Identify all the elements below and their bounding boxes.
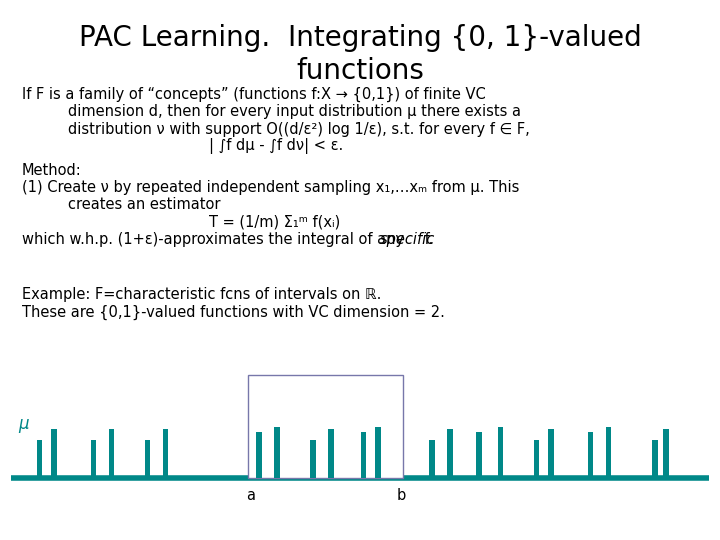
Text: μ: μ xyxy=(18,415,29,433)
Bar xyxy=(548,429,554,478)
Text: Method:: Method: xyxy=(22,163,81,178)
Text: These are {0,1}-valued functions with VC dimension = 2.: These are {0,1}-valued functions with VC… xyxy=(22,305,444,320)
Text: a: a xyxy=(246,488,255,503)
Bar xyxy=(588,432,593,478)
Text: functions: functions xyxy=(296,57,424,85)
Bar xyxy=(274,427,280,478)
Bar xyxy=(163,429,168,478)
Bar xyxy=(476,432,482,478)
Bar xyxy=(663,429,669,478)
Bar xyxy=(534,440,539,478)
Bar xyxy=(256,432,262,478)
Bar xyxy=(375,427,381,478)
Text: If F is a family of “concepts” (functions f:X → {0,1}) of finite VC: If F is a family of “concepts” (function… xyxy=(22,87,485,102)
Bar xyxy=(498,427,503,478)
Text: distribution ν with support O((d/ε²) log 1/ε), s.t. for every f ∈ F,: distribution ν with support O((d/ε²) log… xyxy=(68,122,530,137)
Bar xyxy=(248,375,403,478)
Text: | ∫f dμ - ∫f dν| < ε.: | ∫f dμ - ∫f dν| < ε. xyxy=(209,138,343,154)
Bar xyxy=(145,440,150,478)
Bar xyxy=(328,429,334,478)
Bar xyxy=(361,432,366,478)
Text: dimension d, then for every input distribution μ there exists a: dimension d, then for every input distri… xyxy=(68,104,521,119)
Bar xyxy=(37,440,42,478)
Bar xyxy=(109,429,114,478)
Bar xyxy=(606,427,611,478)
Text: b: b xyxy=(397,488,405,503)
Bar xyxy=(51,429,57,478)
Text: PAC Learning.  Integrating {0, 1}-valued: PAC Learning. Integrating {0, 1}-valued xyxy=(78,24,642,52)
Text: (1) Create ν by repeated independent sampling x₁,…xₘ from μ. This: (1) Create ν by repeated independent sam… xyxy=(22,180,519,195)
Text: creates an estimator: creates an estimator xyxy=(68,197,221,212)
Text: f.: f. xyxy=(420,232,433,247)
Text: specific: specific xyxy=(379,232,435,247)
Bar xyxy=(91,440,96,478)
Text: T = (1/m) Σ₁ᵐ f(xᵢ): T = (1/m) Σ₁ᵐ f(xᵢ) xyxy=(209,214,340,230)
Bar xyxy=(652,440,658,478)
Bar xyxy=(310,440,316,478)
Bar xyxy=(429,440,435,478)
Bar xyxy=(447,429,453,478)
Text: which w.h.p. (1+ε)-approximates the integral of any: which w.h.p. (1+ε)-approximates the inte… xyxy=(22,232,408,247)
Text: Example: F=characteristic fcns of intervals on ℝ.: Example: F=characteristic fcns of interv… xyxy=(22,287,381,302)
